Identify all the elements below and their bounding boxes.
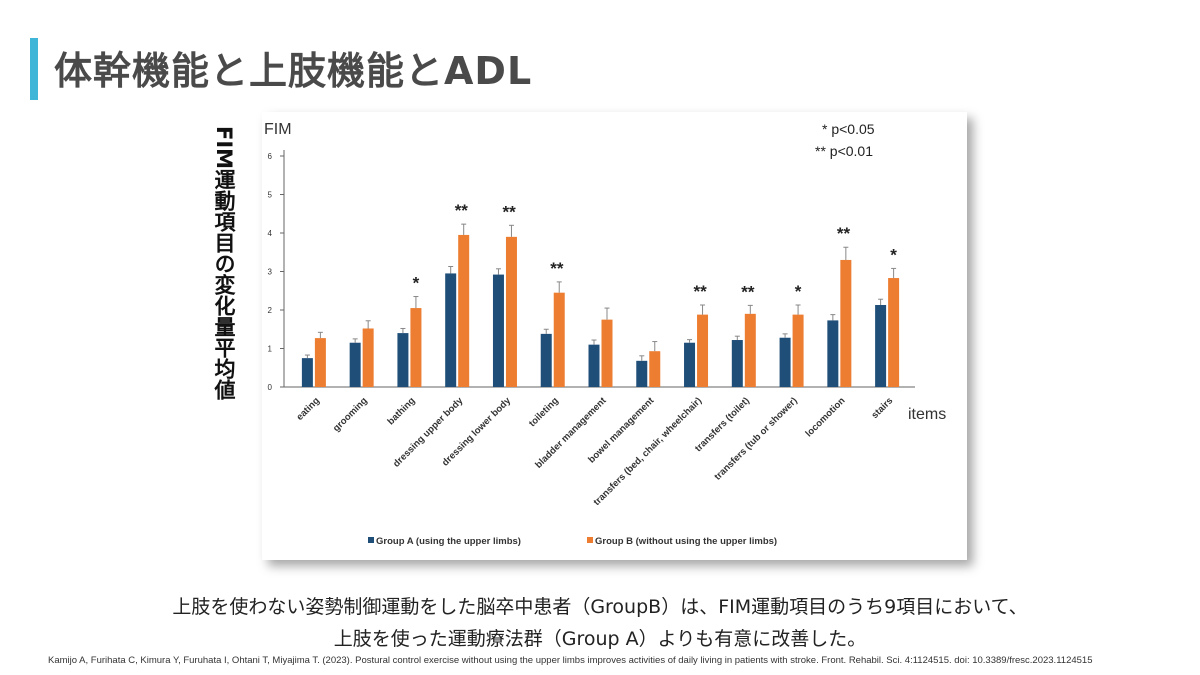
category-label: bathing [386, 395, 418, 427]
y-tick-label: 5 [268, 191, 273, 200]
bar-group-a [445, 273, 457, 387]
bar-group-b [649, 351, 661, 387]
y-tick-label: 1 [268, 345, 273, 354]
significance-note-1: * p<0.05 [822, 121, 875, 137]
bar-chart: 0 1 2 3 4 5 6 FIM items * p<0.05 ** p<0.01 eating gr… [264, 121, 946, 547]
significance-marker: * [890, 245, 897, 264]
bar-group-b [888, 278, 900, 387]
legend-label-group-b: Group B (without using the upper limbs) [595, 536, 777, 547]
caption-line-2: 上肢を使った運動療法群（Group A）よりも有意に改善した。 [333, 628, 867, 650]
bar-group-b [362, 328, 374, 387]
y-tick-label: 6 [268, 152, 273, 161]
y-tick-label: 0 [268, 383, 273, 392]
bar-group-b [505, 236, 517, 387]
significance-marker: * [413, 274, 420, 293]
legend-swatch-group-a [368, 537, 374, 543]
bar-group-b [410, 308, 422, 387]
significance-note-2: ** p<0.01 [815, 143, 873, 159]
category-label: transfers (tub or shower) [712, 395, 799, 482]
bar-group-a [349, 342, 361, 387]
vertical-axis-label: FIM運動項目の変化量平均値 [212, 126, 236, 401]
significance-marker: ** [502, 202, 516, 221]
legend-label-group-a: Group A (using the upper limbs) [376, 536, 521, 547]
category-label: eating [294, 395, 322, 423]
bar-group-a [731, 340, 743, 387]
bar-group-b [792, 314, 804, 387]
significance-marker: * [795, 282, 802, 301]
category-label: stairs [870, 395, 896, 421]
bar-group-a [492, 274, 504, 387]
bar-group-b [697, 314, 709, 387]
category-label: grooming [331, 395, 370, 434]
y-tick-label: 4 [268, 229, 273, 238]
x-axis-title: items [908, 406, 946, 423]
bar-group-b [601, 319, 613, 387]
bar-group-a [588, 344, 600, 387]
bar-group-a [684, 342, 696, 387]
y-tick-label: 2 [268, 306, 273, 315]
bar-group-a [636, 360, 648, 387]
caption-line-1: 上肢を使わない姿勢制御運動をした脳卒中患者（GroupB）は、FIM運動項目のう… [172, 596, 1028, 618]
significance-marker: ** [837, 224, 851, 243]
page-title: 体幹機能と上肢機能とADL [54, 49, 533, 93]
bar-group-b [314, 338, 326, 387]
citation: Kamijo A, Furihata C, Kimura Y, Furuhata… [48, 655, 1093, 666]
significance-marker: ** [455, 201, 469, 220]
bar-group-a [827, 320, 839, 387]
y-tick-label: 3 [268, 268, 273, 277]
category-label: locomotion [803, 395, 847, 439]
bar-group-b [553, 292, 565, 387]
bar-group-a [779, 337, 791, 387]
category-label: toileting [527, 395, 561, 429]
legend-swatch-group-b [587, 537, 593, 543]
bar-group-a [875, 304, 887, 387]
bar-group-a [397, 333, 409, 387]
bar-group-b [840, 259, 852, 387]
significance-marker: ** [694, 282, 708, 301]
bar-group-b [744, 313, 756, 387]
chart-frame: 0 1 2 3 4 5 6 FIM items * p<0.05 ** p<0.01 eating gr… [262, 112, 967, 560]
category-label: transfers (bed, chair, wheelchair) [591, 395, 704, 508]
y-axis-title: FIM [264, 121, 292, 138]
bar-group-a [540, 333, 552, 387]
title-accent-bar [30, 38, 38, 100]
bar-group-a [301, 358, 313, 387]
significance-marker: ** [550, 259, 564, 278]
significance-marker: ** [741, 282, 755, 301]
bar-group-b [458, 234, 470, 387]
